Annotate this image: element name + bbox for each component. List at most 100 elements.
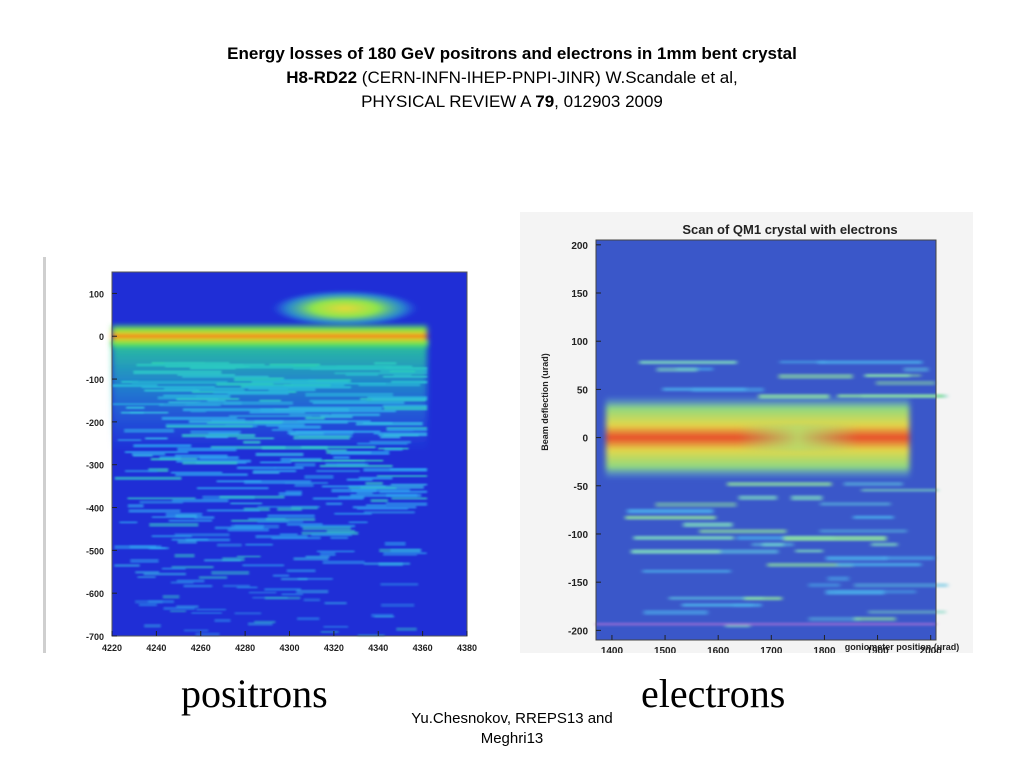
heatmap-streak	[633, 535, 734, 540]
heatmap-streak	[778, 373, 853, 379]
title-line-1: Energy losses of 180 GeV positrons and e…	[227, 44, 797, 63]
heatmap-streak	[808, 616, 861, 622]
heatmap-streak	[383, 552, 427, 555]
heatmap-streak	[252, 471, 280, 474]
heatmap-streak	[319, 464, 393, 468]
heatmap-streak	[791, 495, 823, 501]
y-tick-label: -500	[86, 546, 104, 556]
heatmap-streak	[358, 476, 393, 480]
heatmap-streak	[390, 548, 422, 553]
heatmap-streak	[174, 553, 195, 558]
footer-line-1: Yu.Chesnokov, RREPS13 and	[411, 710, 613, 727]
heatmap-streak	[230, 502, 263, 505]
heatmap-streak	[151, 516, 180, 519]
heatmap-streak	[114, 564, 140, 567]
heatmap-streak	[257, 519, 304, 523]
positron-main-band	[112, 322, 428, 351]
heatmap-streak	[267, 514, 315, 518]
y-tick-label: -200	[568, 626, 588, 637]
heatmap-streak	[254, 620, 276, 624]
heatmap-streak	[316, 550, 355, 553]
heatmap-streak	[219, 495, 285, 499]
heatmap-streak	[903, 367, 929, 372]
y-tick-label: 100	[571, 337, 588, 348]
heatmap-streak	[171, 565, 214, 569]
heatmap-streak	[161, 567, 186, 570]
heatmap-streak	[284, 481, 328, 485]
heatmap-streak	[130, 558, 159, 563]
heatmap-streak	[337, 462, 369, 467]
x-tick-label: 4260	[191, 643, 211, 653]
heatmap-streak	[281, 593, 303, 596]
heatmap-streak	[216, 480, 262, 483]
heatmap-streak	[389, 468, 428, 471]
heatmap-streak	[631, 549, 721, 554]
heatmap-streak	[300, 524, 356, 528]
heatmap-streak	[176, 459, 251, 463]
x-tick-label: 1800	[813, 646, 836, 653]
heatmap-streak	[854, 616, 896, 621]
heatmap-streak	[876, 380, 936, 386]
heatmap-streak	[277, 507, 302, 511]
title-line-2-bold: H8-RD22	[286, 68, 358, 87]
x-tick-label: 1700	[760, 646, 783, 653]
heatmap-streak	[861, 488, 939, 492]
heatmap-streak	[825, 556, 888, 561]
heatmap-streak	[182, 461, 238, 465]
y-tick-label: 150	[571, 289, 588, 300]
heatmap-streak	[245, 543, 273, 546]
heatmap-streak	[827, 576, 849, 582]
heatmap-streak	[383, 553, 417, 556]
electron-plot-frame	[595, 239, 937, 641]
heatmap-streak	[843, 481, 903, 486]
heatmap-streak	[114, 545, 162, 550]
heatmap-streak	[699, 529, 787, 534]
y-tick-label: 50	[577, 385, 589, 396]
title-line-3: PHYSICAL REVIEW A	[361, 92, 536, 111]
heatmap-streak	[376, 474, 428, 478]
x-tick-label: 1500	[654, 646, 677, 653]
heatmap-streak	[625, 515, 716, 520]
heatmap-streak	[227, 528, 269, 532]
heatmap-streak	[390, 483, 428, 486]
heatmap-streak	[868, 610, 946, 614]
x-tick-label: 1400	[601, 646, 624, 653]
heatmap-streak	[865, 373, 921, 378]
heatmap-streak	[179, 516, 197, 519]
electrons-label: electrons	[641, 671, 786, 716]
x-tick-label: 4340	[368, 643, 388, 653]
y-tick-label: 0	[99, 332, 104, 342]
heatmap-streak	[326, 529, 355, 533]
heatmap-streak	[643, 610, 708, 615]
electron-y-axis-label: Beam deflection (urad)	[540, 353, 550, 451]
heatmap-streak	[386, 502, 428, 506]
heatmap-streak	[211, 570, 250, 575]
footer-line-2: Meghri13	[480, 730, 544, 747]
heatmap-streak	[151, 534, 192, 538]
heatmap-streak	[217, 543, 242, 547]
heatmap-streak	[374, 615, 395, 618]
heatmap-streak	[143, 572, 186, 576]
heatmap-streak	[320, 630, 339, 634]
heatmap-streak	[384, 541, 406, 546]
heatmap-streak	[174, 533, 230, 537]
heatmap-streak	[691, 387, 764, 392]
footer-credit: Yu.Chesnokov, RREPS13 and Meghri13	[352, 709, 672, 749]
heatmap-streak	[199, 456, 239, 460]
heatmap-streak	[326, 502, 342, 506]
heatmap-streak	[175, 473, 248, 477]
y-tick-label: -100	[86, 375, 104, 385]
heatmap-streak	[248, 622, 273, 626]
heatmap-streak	[334, 512, 372, 515]
positron-dechanneling-glow	[112, 340, 428, 452]
heatmap-streak	[817, 360, 923, 365]
heatmap-streak	[135, 600, 163, 604]
heatmap-streak	[264, 596, 301, 600]
heatmap-streak	[330, 451, 390, 455]
left-edge-strip	[43, 257, 46, 653]
heatmap-streak	[738, 495, 777, 501]
heatmap-streak	[176, 605, 199, 609]
heatmap-streak	[364, 562, 411, 566]
positron-heatmap-chart: 100 0 -100 -200 -300 -400 -500 -600 -700 4220 424…	[43, 257, 477, 653]
x-tick-label: 4240	[146, 643, 166, 653]
